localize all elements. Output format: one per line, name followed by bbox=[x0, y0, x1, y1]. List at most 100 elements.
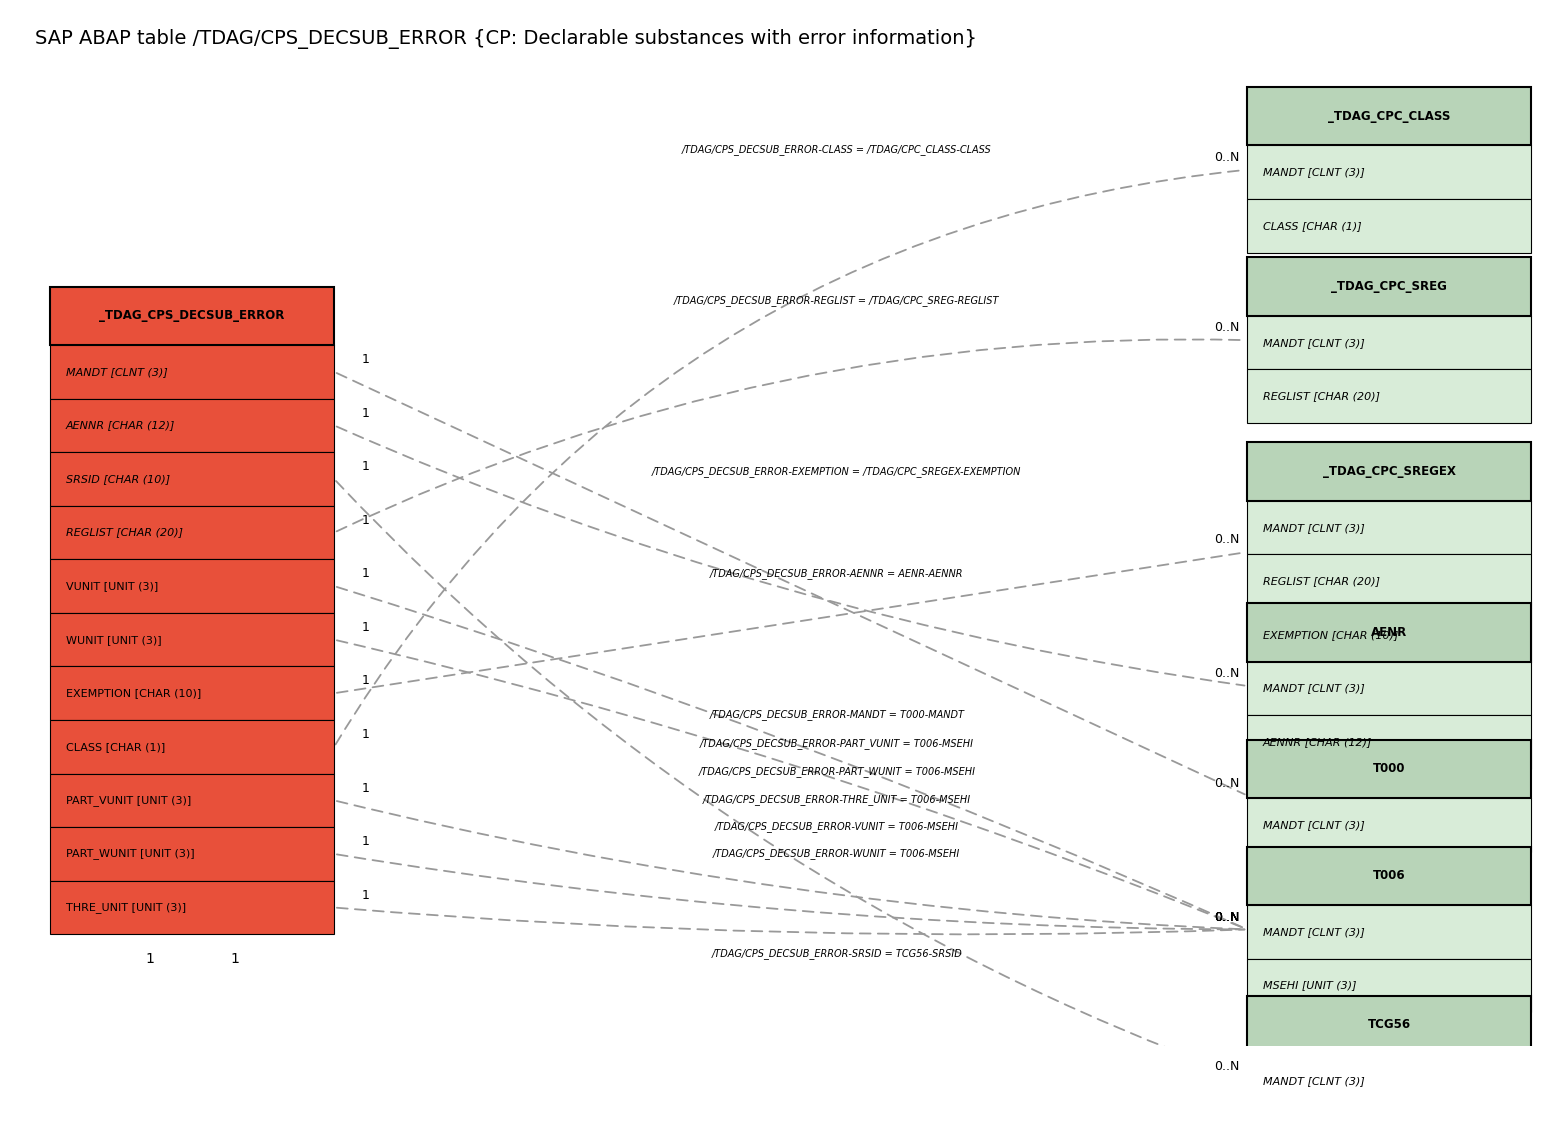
Text: MANDT [CLNT (3)]: MANDT [CLNT (3)] bbox=[1262, 523, 1364, 533]
Text: AENNR [CHAR (12)]: AENNR [CHAR (12)] bbox=[65, 420, 174, 430]
Text: /TDAG/CPS_DECSUB_ERROR-PART_VUNIT = T006-MSEHI: /TDAG/CPS_DECSUB_ERROR-PART_VUNIT = T006… bbox=[699, 738, 974, 750]
FancyBboxPatch shape bbox=[1247, 603, 1531, 662]
Text: MANDT [CLNT (3)]: MANDT [CLNT (3)] bbox=[1262, 683, 1364, 693]
Text: WUNIT [UNIT (3)]: WUNIT [UNIT (3)] bbox=[65, 634, 160, 645]
FancyBboxPatch shape bbox=[1247, 662, 1531, 715]
FancyBboxPatch shape bbox=[51, 613, 335, 666]
Text: 1: 1 bbox=[361, 461, 370, 473]
Text: EXEMPTION [CHAR (10)]: EXEMPTION [CHAR (10)] bbox=[1262, 630, 1398, 640]
Text: _TDAG_CPC_CLASS: _TDAG_CPC_CLASS bbox=[1329, 110, 1450, 123]
Text: PART_VUNIT [UNIT (3)]: PART_VUNIT [UNIT (3)] bbox=[65, 795, 191, 806]
Text: MANDT [CLNT (3)]: MANDT [CLNT (3)] bbox=[1262, 820, 1364, 830]
FancyBboxPatch shape bbox=[1247, 501, 1531, 554]
FancyBboxPatch shape bbox=[51, 881, 335, 935]
Text: 0..N: 0..N bbox=[1214, 667, 1239, 680]
FancyArrowPatch shape bbox=[336, 481, 1245, 1077]
Text: CLASS [CHAR (1)]: CLASS [CHAR (1)] bbox=[1262, 221, 1361, 230]
FancyBboxPatch shape bbox=[1247, 739, 1531, 798]
Text: 0..N: 0..N bbox=[1214, 911, 1239, 924]
Text: T006: T006 bbox=[1373, 869, 1406, 883]
Text: 1: 1 bbox=[145, 952, 154, 965]
FancyBboxPatch shape bbox=[51, 559, 335, 613]
FancyBboxPatch shape bbox=[1247, 257, 1531, 316]
Text: EXEMPTION [CHAR (10)]: EXEMPTION [CHAR (10)] bbox=[65, 689, 201, 698]
FancyBboxPatch shape bbox=[51, 453, 335, 506]
FancyBboxPatch shape bbox=[1247, 199, 1531, 253]
Text: _TDAG_CPC_SREG: _TDAG_CPC_SREG bbox=[1332, 280, 1447, 294]
Text: T000: T000 bbox=[1373, 762, 1406, 776]
FancyBboxPatch shape bbox=[1247, 1108, 1531, 1129]
FancyArrowPatch shape bbox=[336, 427, 1245, 685]
Text: THRE_UNIT [UNIT (3)]: THRE_UNIT [UNIT (3)] bbox=[65, 902, 185, 913]
Text: REGLIST [CHAR (20)]: REGLIST [CHAR (20)] bbox=[65, 527, 182, 537]
FancyBboxPatch shape bbox=[51, 828, 335, 881]
Text: AENR: AENR bbox=[1372, 625, 1407, 639]
Text: 1: 1 bbox=[361, 514, 370, 527]
Text: /TDAG/CPS_DECSUB_ERROR-EXEMPTION = /TDAG/CPC_SREGEX-EXEMPTION: /TDAG/CPS_DECSUB_ERROR-EXEMPTION = /TDAG… bbox=[653, 465, 1021, 476]
FancyArrowPatch shape bbox=[336, 908, 1245, 935]
FancyBboxPatch shape bbox=[1247, 715, 1531, 769]
Text: MANDT [CLNT (3)]: MANDT [CLNT (3)] bbox=[1262, 927, 1364, 937]
Text: /TDAG/CPS_DECSUB_ERROR-REGLIST = /TDAG/CPC_SREG-REGLIST: /TDAG/CPS_DECSUB_ERROR-REGLIST = /TDAG/C… bbox=[674, 295, 1000, 306]
Text: MANDT [CLNT (3)]: MANDT [CLNT (3)] bbox=[65, 367, 167, 377]
Text: 1: 1 bbox=[361, 728, 370, 741]
FancyArrowPatch shape bbox=[336, 552, 1245, 693]
Text: /TDAG/CPS_DECSUB_ERROR-VUNIT = T006-MSEHI: /TDAG/CPS_DECSUB_ERROR-VUNIT = T006-MSEH… bbox=[714, 821, 958, 832]
Text: 0..N: 0..N bbox=[1214, 911, 1239, 924]
Text: 1: 1 bbox=[361, 621, 370, 633]
FancyArrowPatch shape bbox=[336, 855, 1245, 929]
Text: REGLIST [CHAR (20)]: REGLIST [CHAR (20)] bbox=[1262, 391, 1379, 401]
Text: 1: 1 bbox=[361, 353, 370, 366]
FancyBboxPatch shape bbox=[1247, 609, 1531, 662]
FancyArrowPatch shape bbox=[336, 373, 1245, 795]
Text: VUNIT [UNIT (3)]: VUNIT [UNIT (3)] bbox=[65, 581, 157, 592]
FancyBboxPatch shape bbox=[51, 345, 335, 399]
FancyArrowPatch shape bbox=[335, 170, 1245, 744]
Text: SRSID [CHAR (10)]: SRSID [CHAR (10)] bbox=[65, 474, 170, 484]
Text: 0..N: 0..N bbox=[1214, 322, 1239, 334]
Text: 0..N: 0..N bbox=[1214, 911, 1239, 924]
FancyBboxPatch shape bbox=[51, 506, 335, 559]
Text: 1: 1 bbox=[361, 781, 370, 795]
FancyBboxPatch shape bbox=[1247, 146, 1531, 199]
FancyArrowPatch shape bbox=[336, 340, 1245, 532]
Text: /TDAG/CPS_DECSUB_ERROR-THRE_UNIT = T006-MSEHI: /TDAG/CPS_DECSUB_ERROR-THRE_UNIT = T006-… bbox=[702, 794, 971, 805]
FancyArrowPatch shape bbox=[336, 640, 1245, 928]
Text: 0..N: 0..N bbox=[1214, 533, 1239, 546]
Text: 0..N: 0..N bbox=[1214, 1060, 1239, 1073]
Text: 1: 1 bbox=[361, 406, 370, 420]
Text: 0..N: 0..N bbox=[1214, 911, 1239, 924]
FancyBboxPatch shape bbox=[1247, 847, 1531, 905]
FancyBboxPatch shape bbox=[1247, 369, 1531, 423]
Text: 0..N: 0..N bbox=[1214, 911, 1239, 924]
FancyBboxPatch shape bbox=[51, 720, 335, 773]
Text: _TDAG_CPS_DECSUB_ERROR: _TDAG_CPS_DECSUB_ERROR bbox=[99, 309, 285, 323]
Text: 1: 1 bbox=[361, 889, 370, 902]
FancyBboxPatch shape bbox=[1247, 87, 1531, 146]
Text: MANDT [CLNT (3)]: MANDT [CLNT (3)] bbox=[1262, 338, 1364, 348]
Text: MSEHI [UNIT (3)]: MSEHI [UNIT (3)] bbox=[1262, 980, 1356, 990]
FancyArrowPatch shape bbox=[336, 587, 1245, 928]
Text: SAP ABAP table /TDAG/CPS_DECSUB_ERROR {CP: Declarable substances with error info: SAP ABAP table /TDAG/CPS_DECSUB_ERROR {C… bbox=[35, 28, 977, 49]
FancyBboxPatch shape bbox=[1247, 316, 1531, 369]
Text: MANDT [CLNT (3)]: MANDT [CLNT (3)] bbox=[1262, 167, 1364, 177]
Text: 1: 1 bbox=[361, 567, 370, 580]
Text: 1: 1 bbox=[361, 835, 370, 848]
Text: MANDT [CLNT (3)]: MANDT [CLNT (3)] bbox=[1262, 1076, 1364, 1086]
Text: /TDAG/CPS_DECSUB_ERROR-SRSID = TCG56-SRSID: /TDAG/CPS_DECSUB_ERROR-SRSID = TCG56-SRS… bbox=[711, 947, 963, 959]
Text: REGLIST [CHAR (20)]: REGLIST [CHAR (20)] bbox=[1262, 576, 1379, 586]
FancyBboxPatch shape bbox=[1247, 798, 1531, 851]
Text: TCG56: TCG56 bbox=[1367, 1018, 1410, 1032]
Text: 0..N: 0..N bbox=[1214, 151, 1239, 164]
Text: /TDAG/CPS_DECSUB_ERROR-CLASS = /TDAG/CPC_CLASS-CLASS: /TDAG/CPS_DECSUB_ERROR-CLASS = /TDAG/CPC… bbox=[682, 145, 992, 155]
FancyBboxPatch shape bbox=[51, 287, 335, 345]
Text: 1: 1 bbox=[230, 952, 239, 965]
Text: /TDAG/CPS_DECSUB_ERROR-WUNIT = T006-MSEHI: /TDAG/CPS_DECSUB_ERROR-WUNIT = T006-MSEH… bbox=[713, 848, 960, 859]
Text: /TDAG/CPS_DECSUB_ERROR-AENNR = AENR-AENNR: /TDAG/CPS_DECSUB_ERROR-AENNR = AENR-AENN… bbox=[710, 568, 963, 579]
FancyBboxPatch shape bbox=[1247, 905, 1531, 959]
Text: /TDAG/CPS_DECSUB_ERROR-MANDT = T000-MANDT: /TDAG/CPS_DECSUB_ERROR-MANDT = T000-MAND… bbox=[710, 709, 964, 720]
FancyBboxPatch shape bbox=[1247, 443, 1531, 501]
Text: AENNR [CHAR (12)]: AENNR [CHAR (12)] bbox=[1262, 737, 1372, 747]
FancyBboxPatch shape bbox=[1247, 1054, 1531, 1108]
Text: PART_WUNIT [UNIT (3)]: PART_WUNIT [UNIT (3)] bbox=[65, 849, 194, 859]
